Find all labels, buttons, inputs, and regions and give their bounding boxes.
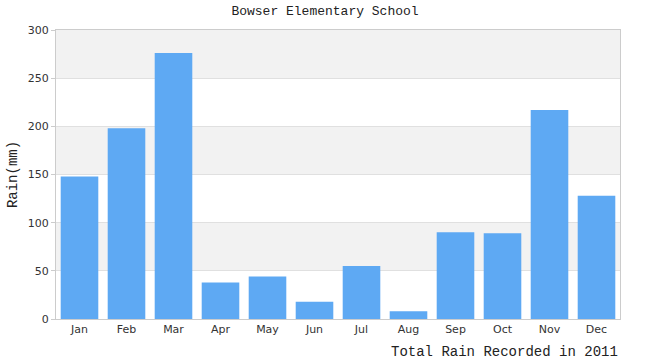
svg-text:100: 100 <box>28 217 49 230</box>
svg-text:Rain(mm): Rain(mm) <box>5 141 21 208</box>
svg-text:Jul: Jul <box>354 323 368 336</box>
svg-text:Feb: Feb <box>117 323 136 336</box>
svg-text:Dec: Dec <box>586 323 607 336</box>
svg-text:0: 0 <box>42 313 49 326</box>
svg-text:Jun: Jun <box>305 323 323 336</box>
svg-text:50: 50 <box>35 265 49 278</box>
svg-text:250: 250 <box>28 72 49 85</box>
svg-text:Sep: Sep <box>445 323 466 336</box>
svg-text:300: 300 <box>28 24 49 37</box>
svg-text:Jan: Jan <box>70 323 88 336</box>
svg-text:Oct: Oct <box>493 323 513 336</box>
svg-text:Aug: Aug <box>398 323 419 336</box>
svg-text:Bowser Elementary School: Bowser Elementary School <box>231 4 418 19</box>
svg-text:Nov: Nov <box>539 323 561 336</box>
svg-text:200: 200 <box>28 120 49 133</box>
svg-text:Apr: Apr <box>211 323 231 336</box>
svg-text:Mar: Mar <box>163 323 184 336</box>
svg-text:150: 150 <box>28 168 49 181</box>
svg-text:May: May <box>256 323 279 336</box>
svg-text:Total Rain Recorded in 2011: Total Rain Recorded in 2011 <box>391 344 618 360</box>
